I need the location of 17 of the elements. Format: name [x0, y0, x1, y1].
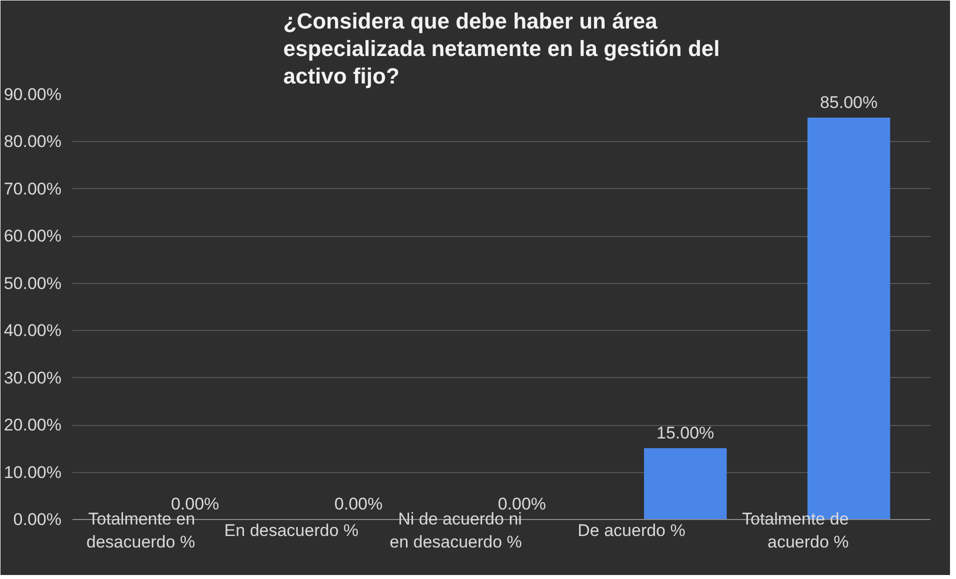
y-tick-label: 60.00% — [4, 226, 62, 246]
data-label: 85.00% — [820, 93, 878, 112]
y-tick-label: 40.00% — [4, 321, 62, 340]
y-tick-label: 0.00% — [13, 510, 62, 529]
y-tick-label: 30.00% — [4, 368, 62, 388]
data-label: 0.00% — [334, 494, 383, 514]
y-tick-label: 50.00% — [4, 274, 62, 293]
y-tick-label: 20.00% — [4, 416, 62, 435]
y-tick-label: 70.00% — [4, 179, 62, 198]
chart-title: ¿Considera que debe haber un área especializada netamente en la gestión del activo fijo? — [283, 8, 720, 88]
x-tick-label: Totalmente de acuerdo % — [742, 510, 849, 552]
x-tick-label: En desacuerdo % — [224, 521, 359, 540]
y-tick-label: 80.00% — [4, 132, 62, 152]
data-label: 15.00% — [656, 424, 714, 443]
y-tick-label: 90.00% — [4, 85, 62, 104]
y-tick-label: 10.00% — [4, 462, 62, 482]
x-tick-label: De acuerdo % — [578, 521, 686, 540]
